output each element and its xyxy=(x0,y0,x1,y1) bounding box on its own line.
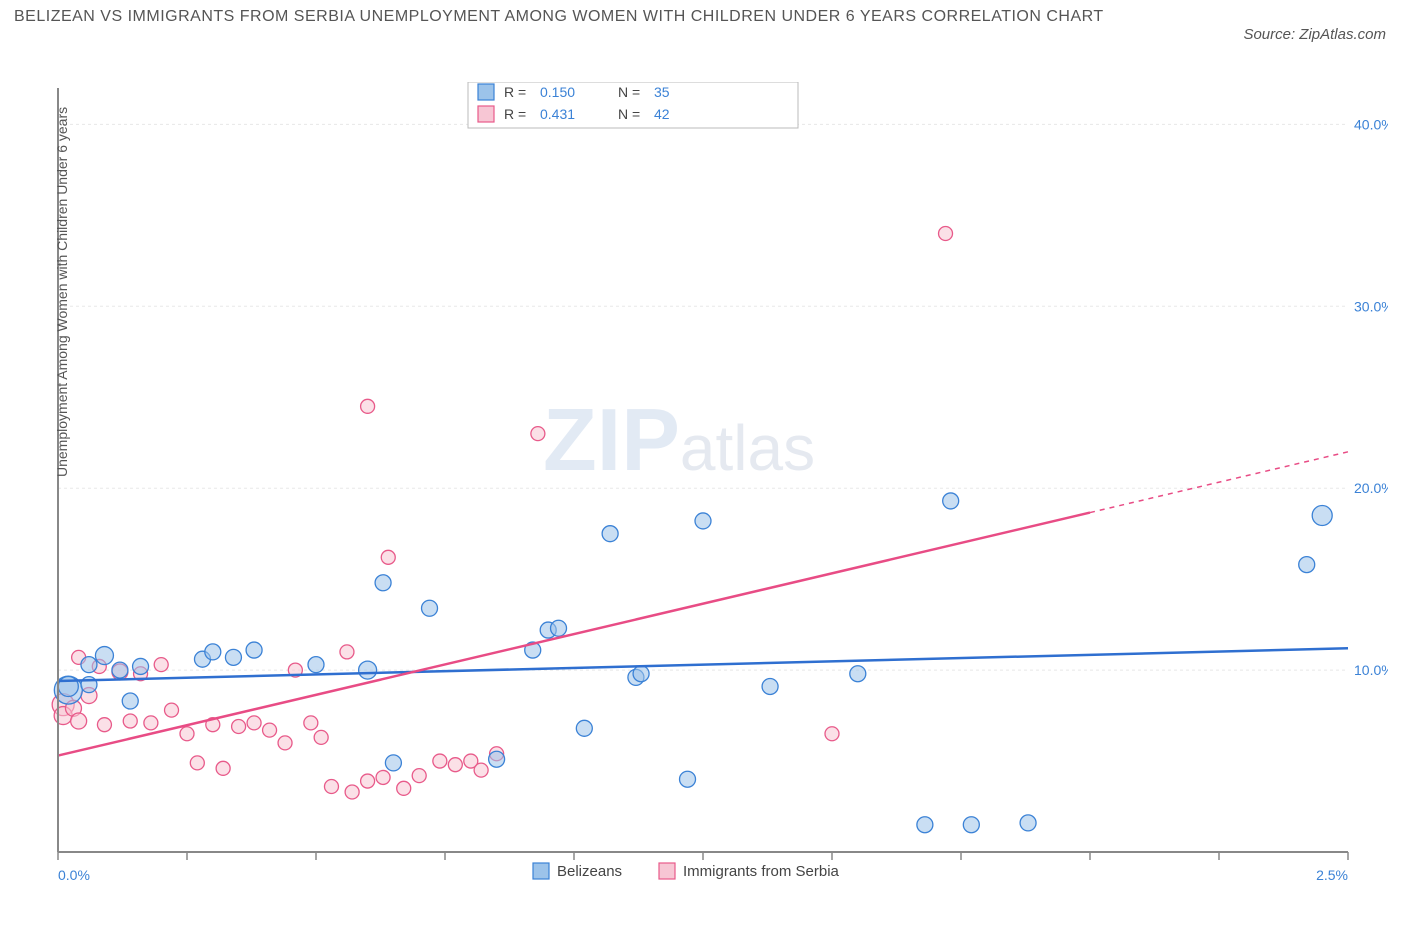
data-point xyxy=(112,662,128,678)
x-tick-label: 2.5% xyxy=(1316,867,1348,883)
stat-r-value: 0.150 xyxy=(540,84,575,100)
legend-swatch xyxy=(659,863,675,879)
data-point xyxy=(939,227,953,241)
data-point xyxy=(133,658,149,674)
data-point xyxy=(247,716,261,730)
data-point xyxy=(943,493,959,509)
stat-n-label: N = xyxy=(618,84,640,100)
data-point xyxy=(1312,505,1332,525)
data-point xyxy=(448,758,462,772)
stat-r-label: R = xyxy=(504,106,526,122)
data-point xyxy=(225,649,241,665)
legend-label: Belizeans xyxy=(557,863,622,880)
data-point xyxy=(345,785,359,799)
data-point xyxy=(97,718,111,732)
legend-bottom: Belizeans Immigrants from Serbia xyxy=(533,863,840,880)
scatter-plot: ZIPatlas 0.0% 2.5% 10.0% 20.0% 30.0% 40.0% R = 0… xyxy=(48,82,1388,902)
watermark: ZIPatlas xyxy=(543,390,815,489)
data-point xyxy=(180,727,194,741)
data-point xyxy=(695,513,711,529)
data-point xyxy=(474,763,488,777)
data-point xyxy=(190,756,204,770)
data-point xyxy=(122,693,138,709)
data-point xyxy=(165,703,179,717)
data-point xyxy=(376,770,390,784)
data-point xyxy=(381,550,395,564)
data-point xyxy=(361,774,375,788)
data-point xyxy=(1299,557,1315,573)
trend-line xyxy=(58,513,1090,756)
trend-line-extrapolated xyxy=(1090,452,1348,513)
data-point xyxy=(385,755,401,771)
legend-swatch xyxy=(533,863,549,879)
data-point xyxy=(963,817,979,833)
y-tick-label: 10.0% xyxy=(1354,662,1388,678)
stat-r-value: 0.431 xyxy=(540,106,575,122)
data-point xyxy=(304,716,318,730)
data-point xyxy=(576,720,592,736)
data-point xyxy=(81,657,97,673)
x-tick-label: 0.0% xyxy=(58,867,90,883)
data-point xyxy=(263,723,277,737)
data-point xyxy=(71,713,87,729)
data-point xyxy=(850,666,866,682)
data-point xyxy=(340,645,354,659)
data-point xyxy=(246,642,262,658)
data-point xyxy=(762,678,778,694)
data-point xyxy=(602,526,618,542)
data-point xyxy=(154,658,168,672)
legend-label: Immigrants from Serbia xyxy=(683,863,840,880)
data-point xyxy=(422,600,438,616)
data-point xyxy=(917,817,933,833)
data-point xyxy=(825,727,839,741)
data-point xyxy=(361,399,375,413)
y-tick-label: 40.0% xyxy=(1354,116,1388,132)
y-tick-label: 20.0% xyxy=(1354,480,1388,496)
data-point xyxy=(314,730,328,744)
stat-r-label: R = xyxy=(504,84,526,100)
data-point xyxy=(308,657,324,673)
stat-n-value: 42 xyxy=(654,106,670,122)
data-point xyxy=(324,780,338,794)
data-point xyxy=(489,751,505,767)
data-point xyxy=(433,754,447,768)
legend-swatch xyxy=(478,84,494,100)
y-tick-label: 30.0% xyxy=(1354,298,1388,314)
data-point xyxy=(123,714,137,728)
data-point xyxy=(680,771,696,787)
data-point xyxy=(232,719,246,733)
data-point xyxy=(205,644,221,660)
data-point xyxy=(278,736,292,750)
data-point xyxy=(633,666,649,682)
data-point xyxy=(359,661,377,679)
data-point xyxy=(375,575,391,591)
data-point xyxy=(144,716,158,730)
legend-swatch xyxy=(478,106,494,122)
source-attribution: Source: ZipAtlas.com xyxy=(1243,26,1386,43)
data-point xyxy=(531,427,545,441)
y-axis-label: Unemployment Among Women with Children U… xyxy=(54,107,70,477)
data-point xyxy=(412,769,426,783)
data-point xyxy=(397,781,411,795)
data-point xyxy=(551,620,567,636)
data-point xyxy=(216,761,230,775)
chart-container: Unemployment Among Women with Children U… xyxy=(48,82,1388,872)
data-point xyxy=(95,647,113,665)
data-point xyxy=(1020,815,1036,831)
stat-n-value: 35 xyxy=(654,84,670,100)
chart-title: BELIZEAN VS IMMIGRANTS FROM SERBIA UNEMP… xyxy=(14,4,1104,30)
stat-n-label: N = xyxy=(618,106,640,122)
